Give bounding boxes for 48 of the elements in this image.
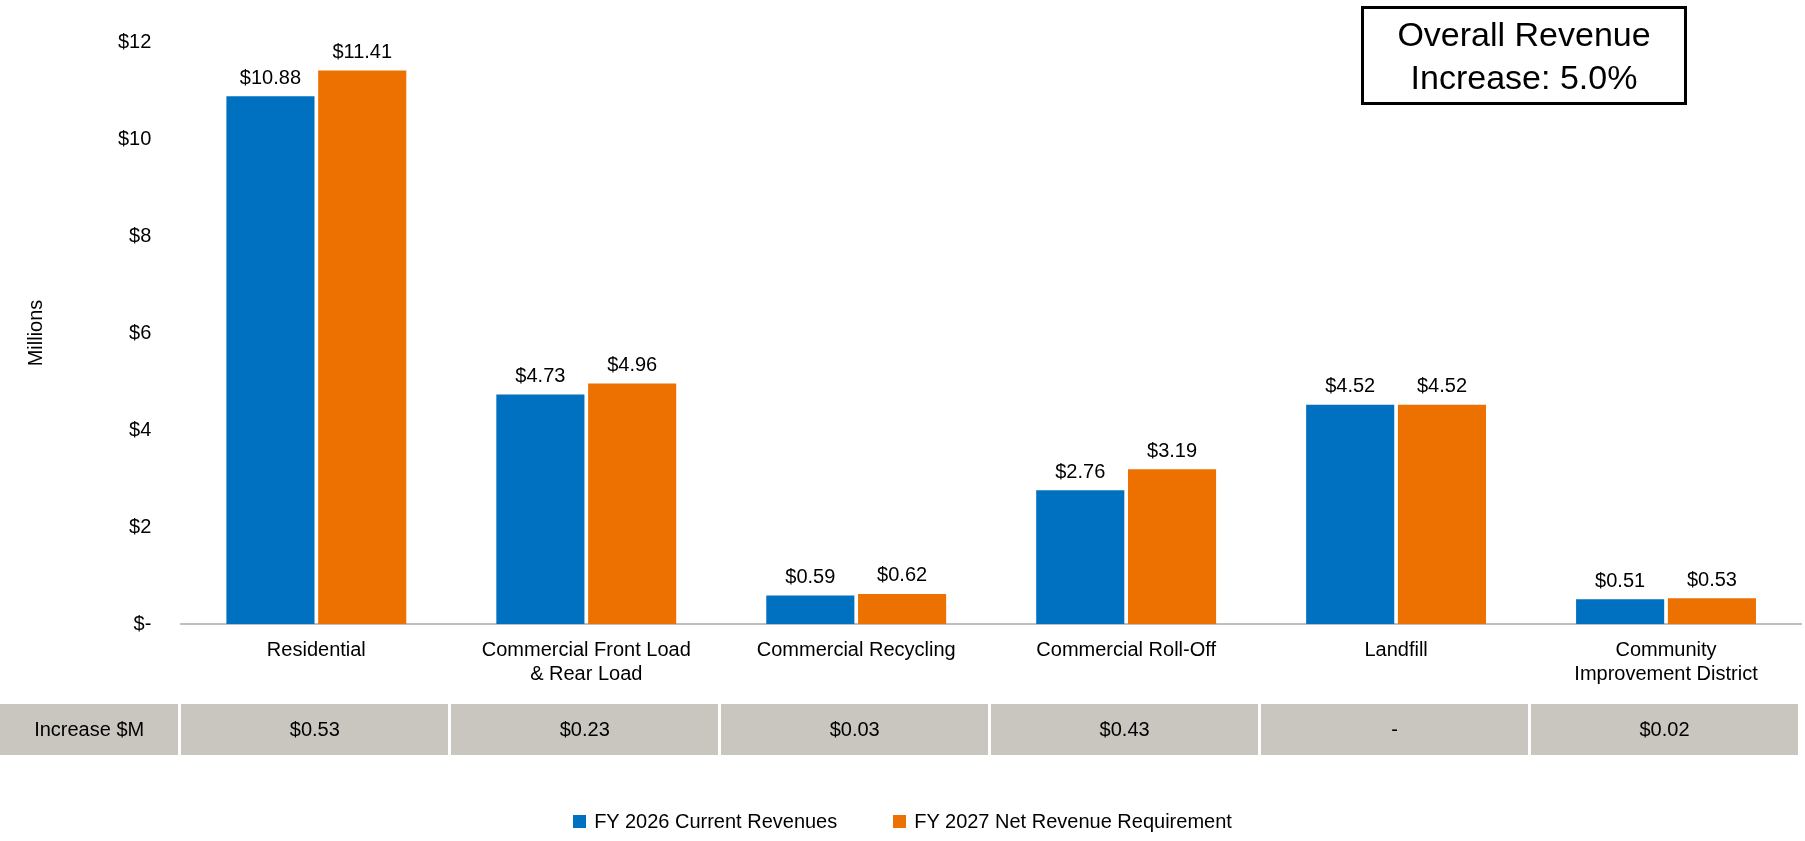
data-label: $4.52 [1416, 374, 1468, 397]
bar [858, 593, 947, 624]
legend-label: FY 2027 Net Revenue Requirement [914, 810, 1232, 833]
text: $0.03 [721, 704, 989, 755]
bar [1127, 469, 1217, 624]
x-tick-label: Residential [266, 637, 366, 660]
text: $0.43 [991, 704, 1259, 755]
x-tick-label: Commercial Recycling [756, 637, 956, 660]
text: $0.23 [451, 704, 719, 755]
data-label: $0.62 [877, 563, 928, 586]
data-label: $4.73 [515, 364, 566, 387]
bar [1576, 599, 1665, 624]
y-tick-label: $8 [129, 223, 152, 246]
y-tick-label: $- [133, 611, 152, 634]
bar [588, 383, 677, 624]
data-label: $11.41 [332, 40, 393, 63]
bar [1667, 598, 1756, 624]
data-label: $4.96 [607, 352, 658, 375]
y-tick-label: $2 [129, 514, 152, 537]
data-label: $10.88 [239, 65, 302, 88]
annotation: Overall Revenue Increase: 5.0% [1361, 6, 1687, 105]
text: $0.02 [1531, 704, 1798, 755]
data-label: $0.59 [785, 564, 836, 587]
data-label: $3.19 [1147, 438, 1198, 461]
data-label: $0.51 [1595, 568, 1646, 591]
y-tick-label: $10 [117, 126, 152, 149]
x-tick-label: Community Improvement District [1574, 637, 1759, 684]
data-label: $2.76 [1055, 459, 1106, 482]
bar [226, 96, 315, 624]
x-tick-label: Landfill [1364, 637, 1428, 660]
bar [496, 394, 585, 624]
text: $0.53 [181, 704, 449, 755]
data-label: $0.53 [1686, 567, 1737, 590]
y-tick-label: $6 [129, 320, 152, 343]
y-tick-label: $4 [129, 417, 152, 440]
data-label: $4.52 [1325, 374, 1376, 397]
bar [1306, 404, 1395, 624]
bar [766, 595, 855, 624]
text: Increase $M [0, 704, 179, 755]
bar [1397, 404, 1487, 624]
x-tick-label: Commercial Roll-Off [1036, 637, 1217, 660]
text: - [1261, 704, 1529, 755]
bar [1036, 490, 1125, 624]
legend-label: FY 2026 Current Revenues [594, 810, 838, 833]
y-tick-label: $12 [117, 29, 152, 52]
bar [318, 70, 407, 624]
x-tick-label: Commercial Front Load & Rear Load [481, 637, 691, 684]
y-axis-title: Millions [23, 299, 46, 367]
